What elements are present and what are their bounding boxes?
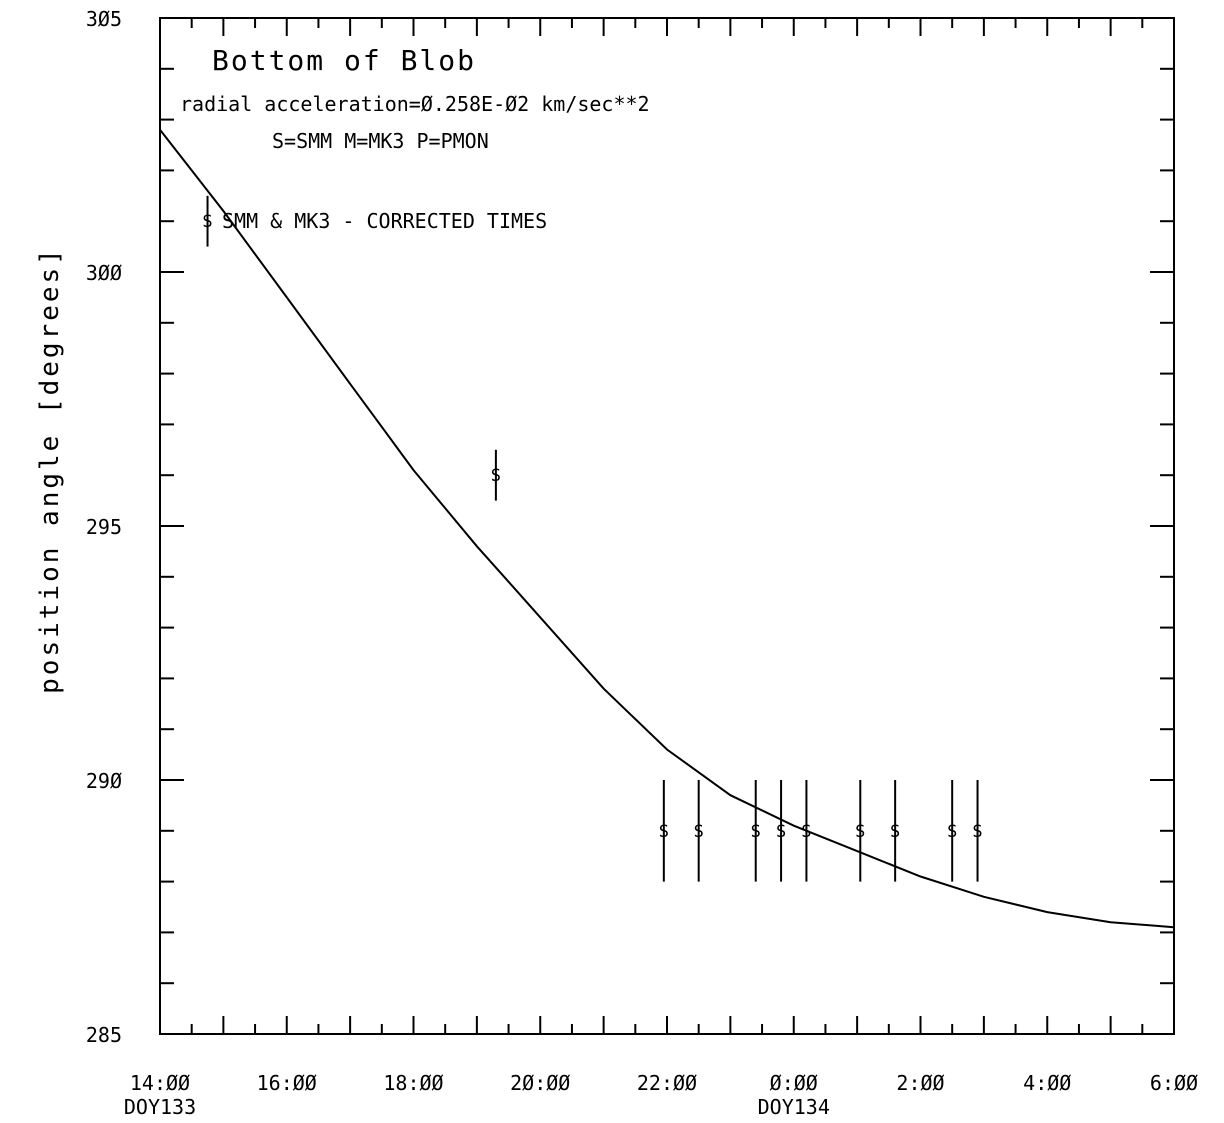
data-point: S [890, 780, 900, 882]
x-tick-sublabel: DOY134 [758, 1095, 830, 1119]
x-tick-label: 2:ØØ [896, 1071, 944, 1095]
data-point: S [659, 780, 669, 882]
point-marker: S [694, 822, 704, 842]
x-tick-label: 18:ØØ [383, 1071, 443, 1095]
y-axis-tick-labels: 285 29Ø 295 3ØØ 3Ø5 [86, 7, 122, 1047]
data-point: S [202, 195, 213, 247]
x-tick-label: Ø:ØØ [770, 1071, 818, 1095]
data-point: S [972, 780, 983, 882]
data-points: SSS S S S S S S S S [202, 195, 983, 882]
point-marker: S [202, 212, 212, 232]
data-point: S [776, 780, 786, 882]
point-marker: S [947, 822, 957, 842]
x-tick-label: 14:ØØ [130, 1071, 190, 1095]
data-point: S [491, 449, 501, 501]
point-marker: S [659, 822, 669, 842]
data-point: S [801, 780, 812, 882]
y-tick-label: 295 [86, 515, 122, 539]
x-tick-label: 2Ø:ØØ [510, 1071, 570, 1095]
x-tick-label: 4:ØØ [1023, 1071, 1071, 1095]
point-marker: S [972, 822, 982, 842]
plot-frame [159, 17, 1175, 1035]
data-point: S [855, 780, 865, 882]
y-tick-label: 29Ø [86, 769, 122, 793]
x-tick-label: 22:ØØ [637, 1071, 697, 1095]
data-point: S [947, 780, 957, 882]
point-marker: S [491, 466, 501, 486]
data-point: S [751, 780, 761, 882]
y-tick-label: 3ØØ [86, 261, 122, 285]
chart-title: Bottom of Blob [212, 44, 476, 77]
axis-ticks [159, 17, 1175, 1035]
legend-annotation: S=SMM M=MK3 P=PMON [272, 129, 489, 153]
x-tick-label: 6:ØØ [1150, 1071, 1198, 1095]
point-marker: S [801, 822, 811, 842]
y-axis-label: position angle [degrees] [35, 246, 65, 694]
x-tick-sublabel: DOY133 [124, 1095, 196, 1119]
y-tick-label: 285 [86, 1023, 122, 1047]
point-marker: S [776, 822, 786, 842]
point-marker: S [751, 822, 761, 842]
corrected-times-annotation: SMM & MK3 - CORRECTED TIMES [222, 209, 547, 233]
acceleration-annotation: radial acceleration=Ø.258E-Ø2 km/sec**2 [180, 92, 650, 116]
y-tick-label: 3Ø5 [86, 7, 122, 31]
data-point: S [694, 780, 704, 882]
point-marker: S [855, 822, 865, 842]
point-marker: S [890, 822, 900, 842]
fit-curve [159, 129, 1175, 929]
x-tick-label: 16:ØØ [257, 1071, 317, 1095]
